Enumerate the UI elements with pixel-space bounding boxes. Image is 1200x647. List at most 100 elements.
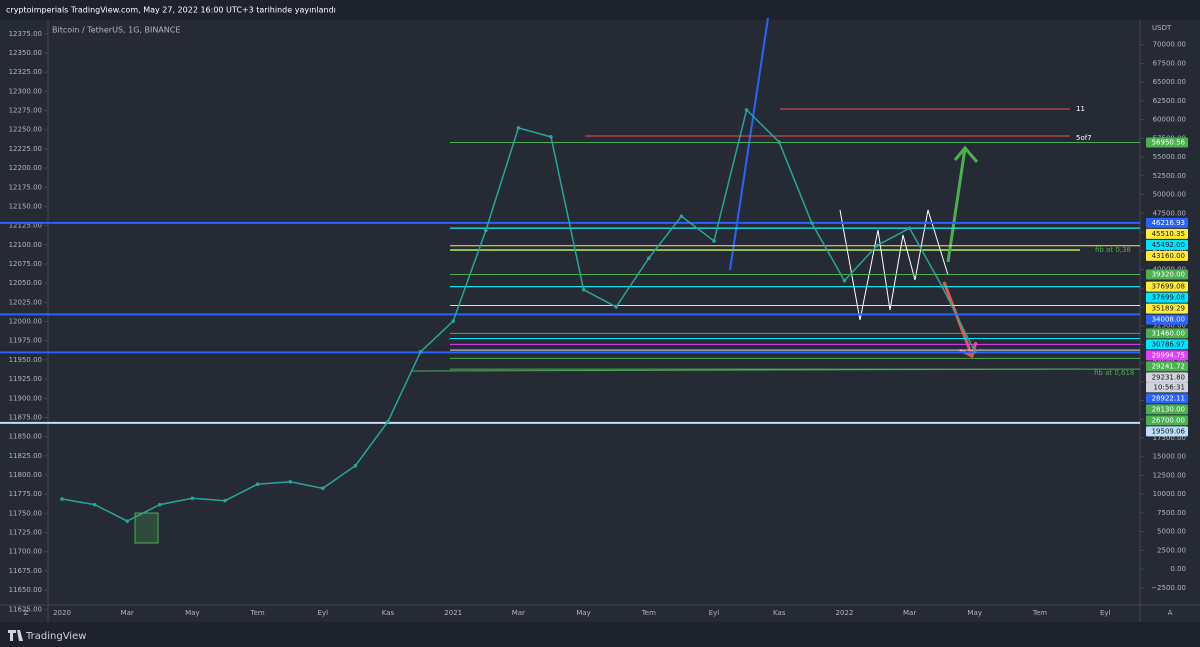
price-point	[810, 221, 814, 225]
y2-tick-label: 12125.00	[9, 222, 42, 230]
price-label-box	[1146, 339, 1188, 350]
countdown-box	[1146, 382, 1188, 393]
y-tick-label: 50000.00	[1153, 191, 1186, 199]
price-label: 37699.08	[1152, 294, 1185, 302]
y2-tick-label: 12025.00	[9, 298, 42, 306]
price-point	[842, 278, 847, 283]
price-label-box	[1146, 250, 1188, 261]
countdown: 10:56:31	[1154, 383, 1185, 391]
price-label-box	[1146, 269, 1188, 280]
chart-area	[0, 20, 1200, 622]
annotation: fib at 0,618	[1094, 369, 1134, 377]
price-label-box	[1146, 393, 1188, 404]
price-point	[516, 126, 521, 130]
price-point	[907, 226, 912, 231]
price-label-box	[1146, 426, 1188, 437]
price-point	[353, 463, 358, 468]
footer-brand[interactable]: TradingView	[25, 631, 86, 642]
y2-tick-label: 12350.00	[9, 49, 42, 57]
price-label-box	[1146, 361, 1188, 372]
price-label: 19509.06	[1152, 427, 1186, 435]
y-tick-label: 65000.00	[1153, 78, 1186, 86]
price-label-box	[1146, 239, 1188, 250]
y2-tick-label: 11725.00	[9, 529, 42, 537]
price-label-box	[1146, 217, 1188, 228]
y2-tick-label: 11675.00	[9, 567, 42, 575]
y2-tick-label: 12275.00	[9, 107, 42, 115]
x-tick-label: 2021	[444, 609, 462, 617]
price-label: 26700.00	[1152, 416, 1185, 424]
price-label: 39320.00	[1152, 271, 1185, 279]
y2-tick-label: 11625.00	[9, 605, 42, 613]
x-tick-label: Mar	[121, 609, 134, 617]
annotation: fib at 0,38	[1095, 246, 1131, 254]
header: cryptoimperials TradingView.com, May 27,…	[6, 6, 336, 15]
price-label: 45492.00	[1152, 241, 1185, 249]
price-label: 45510.35	[1152, 230, 1185, 238]
x-tick-label: Eyl	[709, 609, 720, 617]
price-point	[255, 482, 260, 486]
y2-tick-label: 11975.00	[9, 337, 42, 345]
y-tick-label: 67500.00	[1153, 59, 1186, 67]
price-label: 46216.93	[1152, 219, 1185, 227]
price-label: 29241.72	[1152, 362, 1185, 370]
price-label: 29994.75	[1152, 351, 1185, 359]
y2-tick-label: 11650.00	[9, 586, 42, 594]
price-label-box	[1146, 137, 1188, 148]
y2-tick-label: 11775.00	[9, 490, 42, 498]
price-label: 29231.80	[1152, 373, 1185, 381]
annotation: 11	[1076, 105, 1085, 113]
price-point	[125, 519, 129, 523]
y2-tick-label: 11825.00	[9, 452, 42, 460]
x-tick-label: May	[185, 609, 199, 617]
y2-tick-label: 12175.00	[9, 183, 42, 191]
auto-button[interactable]: A	[1168, 609, 1173, 617]
x-tick-label: Kas	[382, 609, 395, 617]
price-label: 43160.00	[1152, 252, 1185, 260]
y2-tick-label: 11750.00	[9, 509, 42, 517]
x-tick-label: 2022	[835, 609, 853, 617]
price-point	[712, 239, 716, 243]
y2-tick-label: 12250.00	[9, 126, 42, 134]
y2-tick-label: 12075.00	[9, 260, 42, 268]
logo	[8, 630, 23, 641]
price-label: 28922.11	[1152, 394, 1185, 402]
price-point	[418, 350, 423, 354]
price-point	[451, 319, 456, 323]
y2-tick-label: 12100.00	[9, 241, 42, 249]
y-tick-label: 12500.00	[1153, 471, 1186, 479]
y-tick-label: 60000.00	[1153, 116, 1186, 124]
y2-tick-label: 11850.00	[9, 433, 42, 441]
y2-tick-label: 11800.00	[9, 471, 42, 479]
x-tick-label: Tem	[249, 609, 264, 617]
x-tick-label: Mar	[512, 609, 525, 617]
x-tick-label: Kas	[773, 609, 786, 617]
y2-tick-label: 12325.00	[9, 68, 42, 76]
price-point	[92, 502, 97, 507]
price-label: 35189.29	[1152, 305, 1185, 313]
x-tick-label: Tem	[1032, 609, 1047, 617]
y-tick-label: 40000.00	[1153, 265, 1186, 273]
y-tick-label: 55000.00	[1153, 153, 1186, 161]
y2-tick-label: 12150.00	[9, 202, 42, 210]
y2-tick-label: 12375.00	[9, 30, 42, 38]
y-tick-label: 10000.00	[1153, 490, 1186, 498]
y-tick-label: 70000.00	[1153, 41, 1186, 49]
corner-button[interactable]: Z	[24, 609, 29, 617]
price-point	[679, 214, 684, 219]
x-tick-label: Eyl	[318, 609, 329, 617]
price-label-box	[1146, 303, 1188, 314]
price-point	[647, 256, 651, 261]
price-point	[777, 140, 781, 144]
price-label-box	[1146, 292, 1188, 303]
price-point	[581, 287, 586, 292]
y2-tick-label: 12000.00	[9, 318, 42, 326]
price-label: 34008.00	[1152, 316, 1185, 324]
y-tick-label: 7500.00	[1157, 509, 1186, 517]
y-tick-label: 62500.00	[1153, 97, 1186, 105]
up-arrow	[946, 145, 979, 263]
y-tick-label: 47500.00	[1153, 209, 1186, 217]
price-point	[386, 419, 390, 424]
y2-tick-label: 12225.00	[9, 145, 42, 153]
